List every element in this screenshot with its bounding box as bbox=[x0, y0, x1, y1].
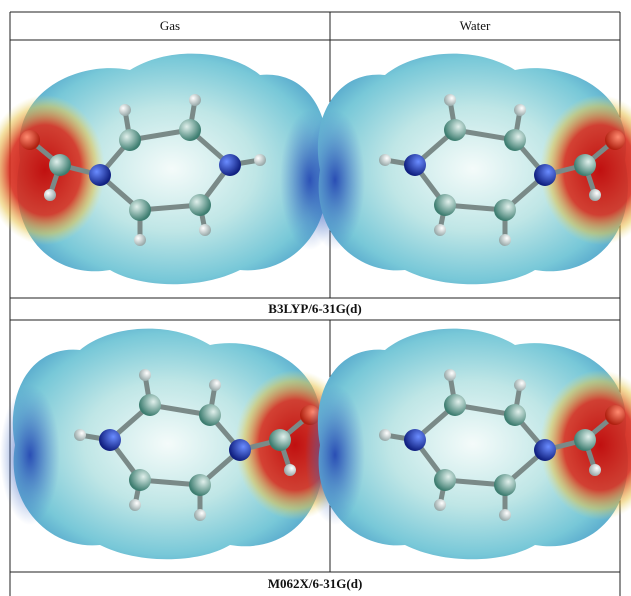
atom bbox=[89, 164, 111, 186]
atom bbox=[444, 394, 466, 416]
atom bbox=[534, 439, 556, 461]
molecule-map bbox=[0, 54, 340, 285]
atom bbox=[534, 164, 556, 186]
molecule-map bbox=[0, 329, 355, 560]
atom bbox=[444, 94, 456, 106]
atom bbox=[199, 404, 221, 426]
atom bbox=[589, 464, 601, 476]
atom bbox=[199, 224, 211, 236]
column-header: Water bbox=[460, 18, 491, 33]
atom bbox=[589, 189, 601, 201]
molecule-map bbox=[305, 54, 631, 285]
atom bbox=[20, 130, 40, 150]
atom bbox=[605, 130, 625, 150]
atom bbox=[514, 379, 526, 391]
atom bbox=[574, 429, 596, 451]
atom bbox=[229, 439, 251, 461]
atom bbox=[504, 129, 526, 151]
atom bbox=[119, 129, 141, 151]
row-label: B3LYP/6-31G(d) bbox=[268, 301, 361, 316]
atom bbox=[574, 154, 596, 176]
atom bbox=[194, 509, 206, 521]
atom bbox=[284, 464, 296, 476]
atom bbox=[494, 474, 516, 496]
atom bbox=[269, 429, 291, 451]
atom bbox=[139, 394, 161, 416]
atom bbox=[189, 474, 211, 496]
atom bbox=[74, 429, 86, 441]
column-header: Gas bbox=[160, 18, 180, 33]
atom bbox=[504, 404, 526, 426]
atom bbox=[129, 199, 151, 221]
figure-canvas: Gas Water B3LYP/6-31G(d) M062X/6-31G(d) bbox=[0, 0, 631, 596]
figure: Gas Water B3LYP/6-31G(d) M062X/6-31G(d) bbox=[0, 0, 631, 596]
atom bbox=[404, 154, 426, 176]
atom bbox=[404, 429, 426, 451]
atom bbox=[254, 154, 266, 166]
atom bbox=[379, 154, 391, 166]
atom bbox=[209, 379, 221, 391]
positive-region bbox=[305, 110, 365, 250]
atom bbox=[605, 405, 625, 425]
atom bbox=[139, 369, 151, 381]
atom bbox=[434, 224, 446, 236]
atom bbox=[189, 94, 201, 106]
atom bbox=[44, 189, 56, 201]
atom bbox=[99, 429, 121, 451]
atom bbox=[494, 199, 516, 221]
atom bbox=[129, 469, 151, 491]
atom bbox=[119, 104, 131, 116]
atom bbox=[179, 119, 201, 141]
atom bbox=[444, 369, 456, 381]
atom bbox=[434, 499, 446, 511]
atom bbox=[434, 194, 456, 216]
positive-region bbox=[0, 385, 60, 525]
positive-region bbox=[305, 385, 365, 525]
atom bbox=[49, 154, 71, 176]
atom bbox=[499, 234, 511, 246]
row-label: M062X/6-31G(d) bbox=[268, 576, 363, 591]
molecule-map bbox=[305, 329, 631, 560]
atom bbox=[514, 104, 526, 116]
atom bbox=[189, 194, 211, 216]
atom bbox=[499, 509, 511, 521]
atom bbox=[219, 154, 241, 176]
atom bbox=[434, 469, 456, 491]
atom bbox=[379, 429, 391, 441]
atom bbox=[129, 499, 141, 511]
atom bbox=[134, 234, 146, 246]
atom bbox=[444, 119, 466, 141]
